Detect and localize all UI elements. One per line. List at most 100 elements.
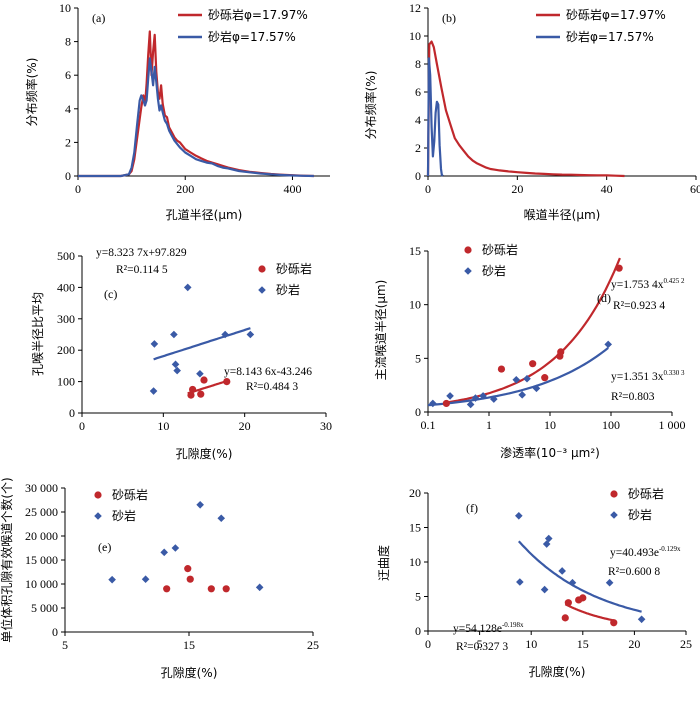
y-tick-label-e: 5 000 [31, 601, 58, 615]
x-tick-label-d: 0.1 [421, 418, 436, 432]
legend-label-c: 砂砾岩 [276, 261, 312, 276]
panel-e: 5 15 25 0 5 000 10 000 15 000 20 000 25 000 30 00… [25, 481, 319, 680]
x-axis-title-f: 孔隙度(%) [529, 664, 586, 679]
data-point-c-0 [189, 385, 197, 394]
data-point-c-1 [171, 360, 180, 369]
y-axis-title-d: 主流喉道半径(μm) [374, 280, 388, 381]
y-axis-title-a: 分布频率(%) [24, 58, 39, 127]
x-tick-label-c: 0 [79, 419, 85, 433]
data-point-e-1 [160, 548, 168, 557]
data-point-f-1 [605, 578, 614, 587]
trend-equation-f: y=54.128e-0.198x [453, 621, 524, 635]
x-axis-title-a: 孔道半径(μm) [166, 208, 243, 222]
data-point-d-0 [442, 399, 450, 408]
legend-label-d: 砂砾岩 [482, 242, 518, 257]
data-point-f-1 [558, 567, 566, 575]
trendline-f-0 [564, 603, 614, 622]
series-line-a-0 [78, 30, 314, 178]
x-axis-title-e: 孔隙度(%) [161, 665, 218, 680]
x-tick-label-d: 100 [602, 418, 620, 432]
trend-equation-c: y=8.143 6x-43.246 [224, 366, 312, 378]
data-point-f-0 [579, 594, 587, 602]
panel-label-f: (f) [466, 501, 478, 515]
data-point-d-0 [497, 365, 506, 373]
data-point-c-0 [187, 391, 195, 399]
y-tick-label-d: 5 [415, 351, 421, 365]
data-point-c-0 [197, 390, 205, 398]
panel-b: 0 20 40 60 0 2 4 6 8 10 12 (b) 砂砾岩φ=17.97% 砂岩φ=17.57%… [409, 1, 700, 222]
y-tick-label-c: 200 [57, 343, 75, 357]
panel-label-d: (d) [597, 291, 611, 305]
y-tick-label-d: 10 [409, 298, 421, 312]
data-point-f-1 [515, 511, 523, 520]
data-point-e-1 [141, 575, 150, 583]
data-point-d-0 [615, 264, 623, 272]
data-point-d-0 [557, 348, 565, 356]
panel-label-b: (b) [442, 11, 456, 25]
y-tick-label-f: 5 [415, 590, 421, 604]
trend-r2-c: R²=0.484 3 [246, 381, 298, 393]
y-tick-label-a: 4 [65, 102, 71, 116]
panel-label-e: (e) [98, 540, 111, 554]
y-tick-label-b: 10 [409, 29, 421, 43]
legend-marker-e [94, 491, 102, 499]
data-point-d-1 [490, 395, 498, 403]
y-tick-label-a: 6 [65, 68, 71, 82]
x-tick-label-f: 20 [628, 637, 640, 651]
data-point-d-1 [523, 374, 531, 383]
x-tick-label-a: 0 [75, 182, 81, 196]
x-tick-label-c: 20 [239, 419, 251, 433]
legend-label-e: 砂砾岩 [112, 487, 148, 502]
x-tick-label-b: 60 [690, 182, 700, 196]
y-tick-label-b: 4 [415, 113, 421, 127]
y-tick-label-c: 0 [69, 406, 75, 420]
data-point-f-1 [544, 534, 553, 543]
y-tick-label-e: 15 000 [25, 553, 58, 567]
y-tick-label-e: 30 000 [25, 481, 58, 495]
data-point-e-1 [217, 514, 226, 523]
data-point-c-1 [196, 369, 204, 378]
legend-label-c: 砂岩 [276, 282, 300, 297]
data-point-f-0 [610, 619, 618, 627]
data-point-c-1 [221, 330, 229, 339]
data-point-d-1 [429, 399, 437, 408]
legend-marker-f [610, 511, 618, 519]
x-tick-label-e: 25 [307, 638, 319, 652]
legend-marker-c [258, 265, 266, 273]
y-tick-label-b: 8 [415, 57, 421, 71]
y-tick-label-c: 300 [57, 312, 75, 326]
panel-label-a: (a) [92, 11, 105, 25]
legend-marker-d [464, 246, 472, 254]
legend-label-f: 砂砾岩 [628, 486, 664, 501]
trend-r2-f: R²=0.600 8 [608, 566, 660, 578]
x-tick-label-c: 10 [157, 419, 169, 433]
data-point-e-0 [163, 585, 171, 593]
x-tick-label-d: 10 [544, 418, 556, 432]
legend-marker-d [464, 267, 472, 275]
x-tick-label-f: 0 [425, 637, 431, 651]
y-axis-title-c: 孔喉半径比平均 [31, 292, 45, 376]
y-tick-label-a: 8 [65, 35, 71, 49]
legend-marker-e [94, 512, 102, 520]
trend-r2-d: R²=0.803 [611, 391, 655, 403]
y-tick-label-f: 15 [409, 521, 421, 535]
y-tick-label-c: 500 [57, 249, 75, 263]
data-point-f-0 [561, 614, 569, 622]
x-tick-label-f: 15 [577, 637, 589, 651]
data-point-e-1 [196, 501, 204, 509]
x-tick-label-c: 30 [320, 419, 332, 433]
y-tick-label-f: 0 [415, 624, 421, 638]
data-point-d-1 [518, 391, 526, 399]
legend-label-a: 砂岩φ=17.57% [208, 29, 296, 44]
panel-label-c: (c) [104, 287, 117, 301]
data-point-e-0 [186, 575, 194, 583]
x-tick-label-e: 5 [62, 638, 68, 652]
x-tick-label-f: 10 [525, 637, 537, 651]
y-tick-label-d: 15 [409, 244, 421, 258]
trend-equation-d: y=1.753 4x0.425 2 [611, 277, 685, 291]
data-point-d-1 [479, 392, 487, 400]
y-tick-label-b: 12 [409, 1, 421, 15]
